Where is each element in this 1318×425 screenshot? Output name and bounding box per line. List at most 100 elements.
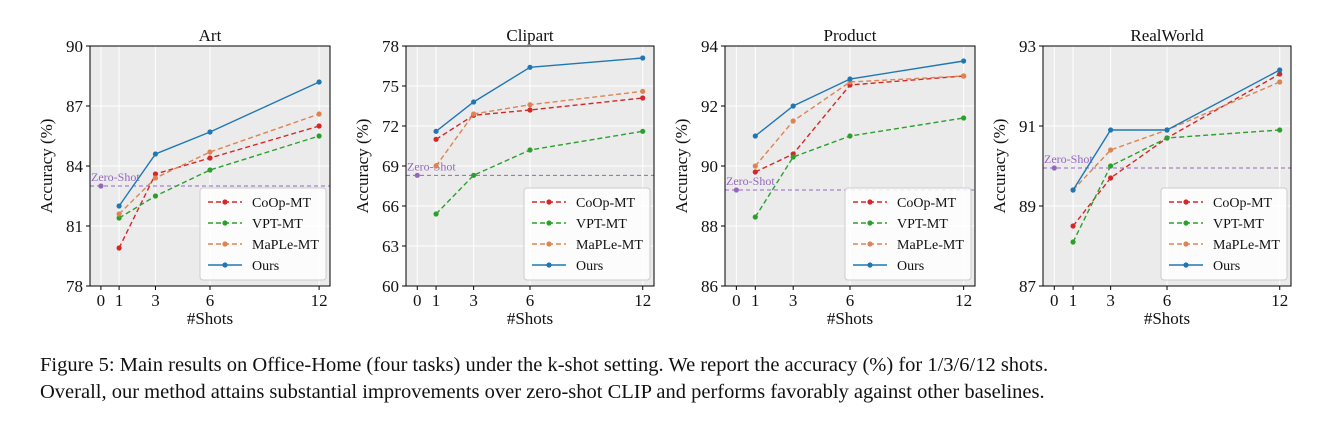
data-point-ours xyxy=(790,103,796,109)
legend-marker-ours xyxy=(867,262,873,268)
x-tick-label: 12 xyxy=(634,291,651,310)
data-point-vpt-mt xyxy=(152,193,159,199)
legend-label-maple-mt: MaPLe-MT xyxy=(576,238,643,253)
y-tick-label: 87 xyxy=(1019,277,1037,296)
legend: CoOp-MT VPT-MT MaPLe-MT Ours xyxy=(1160,187,1288,281)
data-point-coop-mt xyxy=(152,171,159,177)
caption-line-1: Figure 5: Main results on Office-Home (f… xyxy=(40,354,1049,376)
legend-label-ours: Ours xyxy=(576,259,603,274)
data-point-vpt-mt xyxy=(316,133,322,139)
data-point-vpt-mt xyxy=(640,128,646,134)
data-point-coop-mt xyxy=(1108,175,1114,181)
series-line-vpt-mt xyxy=(435,130,643,215)
y-tick-label: 89 xyxy=(1019,197,1036,216)
x-tick-label: 6 xyxy=(206,291,215,310)
data-point-ours xyxy=(1070,187,1076,193)
x-tick-label: 0 xyxy=(97,291,106,310)
y-tick-label: 84 xyxy=(66,157,84,176)
y-tick-label: 86 xyxy=(701,277,718,296)
series-line-maple-mt xyxy=(435,90,643,167)
chart-panel-clipart: Zero-Shot 60 63 66 69 72 75 78 0 1 3 6 12 Clipart #Sho… xyxy=(353,26,655,328)
zero-shot-label: Zero-Shot xyxy=(407,159,456,173)
data-point-maple-mt xyxy=(116,211,122,217)
legend-marker-maple-mt xyxy=(222,241,228,247)
data-point-ours xyxy=(1108,127,1114,133)
data-point-ours xyxy=(961,58,967,64)
data-point-coop-mt xyxy=(1277,71,1283,77)
chart-title: Product xyxy=(824,26,877,45)
legend-marker-coop-mt xyxy=(867,199,873,205)
data-point-vpt-mt xyxy=(1108,163,1114,169)
x-tick-label: 1 xyxy=(115,291,124,310)
legend-marker-ours xyxy=(1183,262,1189,268)
series-line-maple-mt xyxy=(1072,81,1280,191)
x-tick-label: 6 xyxy=(846,291,855,310)
chart-title: RealWorld xyxy=(1130,26,1204,45)
data-point-maple-mt xyxy=(961,73,967,79)
series-line-ours xyxy=(754,60,964,137)
data-point-vpt-mt xyxy=(433,211,439,217)
y-axis-label: Accuracy (%) xyxy=(37,119,56,214)
y-axis-label: Accuracy (%) xyxy=(990,119,1009,214)
y-tick-label: 78 xyxy=(66,277,83,296)
legend-marker-vpt-mt xyxy=(1183,220,1189,226)
figure-caption: Figure 5: Main results on Office-Home (f… xyxy=(40,352,1302,406)
y-tick-label: 88 xyxy=(701,217,718,236)
zero-shot-point xyxy=(414,172,420,178)
legend-label-vpt-mt: VPT-MT xyxy=(576,217,627,232)
y-tick-label: 91 xyxy=(1019,117,1036,136)
legend: CoOp-MT VPT-MT MaPLe-MT Ours xyxy=(523,187,651,281)
x-tick-label: 12 xyxy=(311,291,328,310)
zero-shot-point xyxy=(1051,165,1057,171)
data-point-coop-mt xyxy=(207,155,213,161)
y-tick-label: 69 xyxy=(382,157,399,176)
data-point-ours xyxy=(527,64,533,70)
data-point-vpt-mt xyxy=(207,167,213,173)
data-point-maple-mt xyxy=(433,163,439,169)
legend-label-vpt-mt: VPT-MT xyxy=(252,217,303,232)
data-point-maple-mt xyxy=(152,175,159,181)
data-point-maple-mt xyxy=(1108,147,1114,153)
data-point-vpt-mt xyxy=(1164,135,1170,141)
y-tick-label: 94 xyxy=(701,37,719,56)
y-tick-label: 93 xyxy=(1019,37,1036,56)
x-tick-label: 0 xyxy=(1050,291,1059,310)
data-point-ours xyxy=(207,129,213,135)
y-tick-label: 66 xyxy=(382,197,399,216)
legend-marker-maple-mt xyxy=(546,241,552,247)
legend-box xyxy=(199,187,327,281)
x-axis-label: #Shots xyxy=(507,309,553,328)
series-line-vpt-mt xyxy=(1072,129,1280,243)
data-point-coop-mt xyxy=(316,123,322,129)
legend-label-maple-mt: MaPLe-MT xyxy=(897,238,964,253)
data-point-vpt-mt xyxy=(790,154,796,160)
x-tick-label: 1 xyxy=(1069,291,1078,310)
legend-label-maple-mt: MaPLe-MT xyxy=(252,238,319,253)
series-line-coop-mt xyxy=(754,75,964,173)
x-tick-label: 0 xyxy=(413,291,422,310)
data-point-vpt-mt xyxy=(752,214,758,220)
legend-marker-coop-mt xyxy=(546,199,552,205)
data-point-coop-mt xyxy=(433,136,439,142)
data-point-ours xyxy=(316,79,322,85)
data-point-coop-mt xyxy=(1070,223,1076,229)
x-tick-label: 3 xyxy=(469,291,478,310)
data-point-maple-mt xyxy=(207,149,213,155)
legend-label-vpt-mt: VPT-MT xyxy=(897,217,948,232)
x-tick-label: 6 xyxy=(526,291,535,310)
data-point-maple-mt xyxy=(527,102,533,108)
legend-marker-vpt-mt xyxy=(222,220,228,226)
y-tick-label: 90 xyxy=(66,37,83,56)
series-line-ours xyxy=(1072,69,1281,191)
legend-marker-ours xyxy=(222,262,228,268)
y-axis-label: Accuracy (%) xyxy=(672,119,691,214)
legend-label-coop-mt: CoOp-MT xyxy=(576,196,636,211)
data-point-vpt-mt xyxy=(116,215,122,221)
series-line-ours xyxy=(118,81,320,207)
data-point-maple-mt xyxy=(471,111,477,117)
chart-title: Art xyxy=(199,26,222,45)
legend-box xyxy=(1160,187,1288,281)
legend-marker-maple-mt xyxy=(867,241,873,247)
legend: CoOp-MT VPT-MT MaPLe-MT Ours xyxy=(199,187,327,281)
